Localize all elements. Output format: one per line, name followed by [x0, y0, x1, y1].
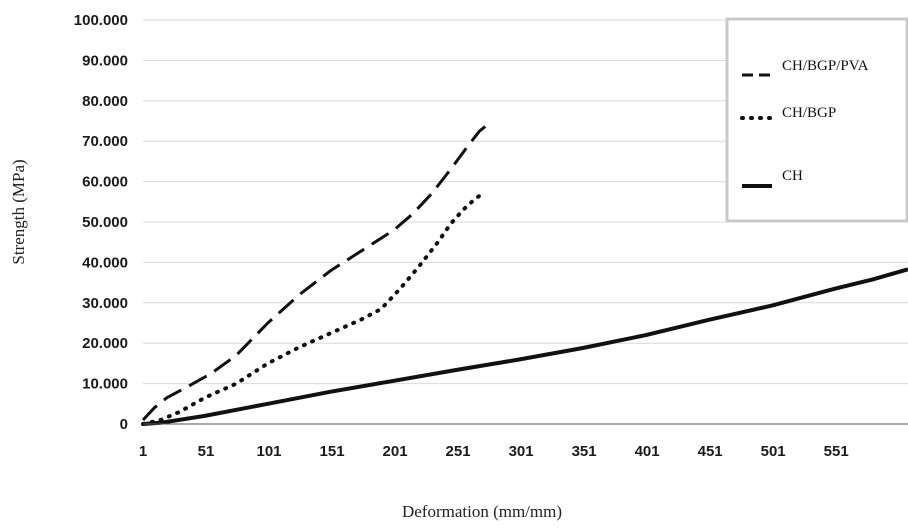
y-tick-label: 30.000 [82, 295, 128, 312]
series-line-ch [142, 267, 908, 426]
y-tick-label: 80.000 [82, 93, 128, 110]
series-lines [141, 121, 908, 426]
y-tick-label: 90.000 [82, 52, 128, 69]
y-tick-label: 40.000 [82, 254, 128, 271]
x-tick-label: 401 [635, 443, 660, 460]
x-tick-label: 101 [257, 443, 282, 460]
y-tick-label: 10.000 [82, 376, 128, 393]
legend-label: CH [782, 168, 803, 184]
x-tick-label: 1 [139, 443, 147, 460]
x-tick-label: 151 [320, 443, 345, 460]
x-tick-label: 301 [509, 443, 534, 460]
y-tick-labels: 0 10.000 20.000 30.000 40.000 50.000 60.000 70.… [74, 12, 128, 433]
x-tick-label: 451 [698, 443, 723, 460]
y-tick-label: 100.000 [74, 12, 128, 29]
y-tick-label: 70.000 [82, 133, 128, 150]
x-tick-labels: 1 51 101 151 201 251 301 351 401 451 501 551 [139, 443, 849, 460]
y-tick-label: 20.000 [82, 335, 128, 352]
series-line-ch-bgp-pva [141, 121, 491, 422]
legend-label: CH/BGP [782, 105, 836, 121]
legend-box [725, 17, 908, 223]
x-tick-label: 551 [824, 443, 849, 460]
x-tick-label: 201 [383, 443, 408, 460]
y-tick-label: 60.000 [82, 174, 128, 191]
y-tick-label: 0 [120, 416, 128, 433]
x-axis-title: Deformation (mm/mm) [402, 502, 562, 521]
legend: CH/BGP/PVA CH/BGP CH [725, 17, 908, 223]
x-tick-label: 501 [761, 443, 786, 460]
y-tick-label: 50.000 [82, 214, 128, 231]
x-tick-label: 51 [198, 443, 215, 460]
series-line-ch-bgp [141, 193, 482, 426]
x-tick-label: 351 [572, 443, 597, 460]
y-axis-title: Strength (MPa) [9, 159, 28, 264]
x-tick-label: 251 [446, 443, 471, 460]
legend-label: CH/BGP/PVA [782, 58, 869, 74]
